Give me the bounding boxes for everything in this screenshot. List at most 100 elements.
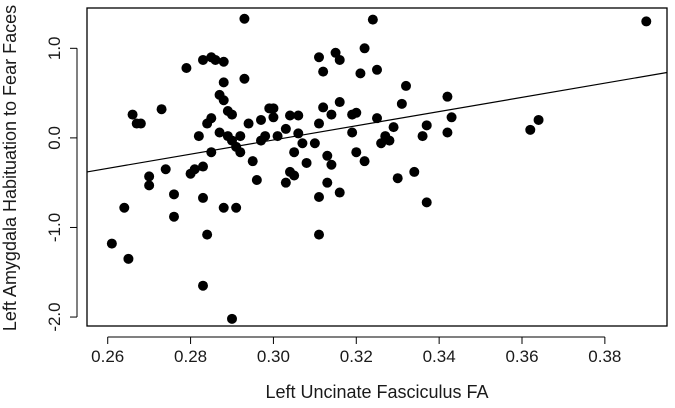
y-tick-label: -1.0: [45, 213, 64, 242]
data-point: [318, 102, 329, 113]
data-point: [218, 202, 229, 213]
data-point: [210, 54, 221, 65]
data-point: [446, 112, 457, 123]
data-point: [247, 156, 258, 167]
data-point: [268, 112, 279, 123]
data-point: [442, 127, 453, 138]
data-point: [198, 280, 208, 291]
x-tick-label: 0.28: [174, 347, 207, 366]
data-point: [372, 64, 382, 75]
data-point: [314, 229, 324, 240]
data-point: [367, 14, 378, 25]
data-point: [127, 109, 138, 120]
data-point: [322, 177, 333, 188]
data-point: [421, 120, 432, 131]
x-tick-label: 0.36: [505, 347, 538, 366]
data-point: [351, 147, 362, 158]
data-point: [289, 170, 300, 181]
data-point: [106, 238, 117, 249]
data-point: [384, 135, 395, 146]
data-point: [198, 161, 208, 172]
data-point: [280, 123, 291, 134]
data-point: [235, 131, 246, 142]
data-point: [198, 192, 208, 203]
data-point: [285, 110, 295, 121]
data-point: [239, 73, 250, 84]
data-point: [206, 113, 217, 124]
data-point: [421, 197, 432, 208]
data-point: [280, 177, 291, 188]
data-point: [334, 187, 345, 198]
data-point: [227, 313, 237, 324]
data-point: [135, 118, 146, 129]
data-point: [301, 157, 312, 168]
data-point: [181, 63, 192, 74]
data-point: [314, 52, 324, 63]
data-point: [169, 189, 179, 200]
data-point: [202, 229, 213, 240]
data-point: [297, 138, 308, 149]
data-point: [409, 166, 420, 177]
data-point: [235, 147, 246, 158]
data-point: [322, 150, 333, 161]
data-point: [641, 16, 652, 27]
data-point: [533, 114, 544, 125]
data-point: [144, 180, 155, 191]
data-point: [193, 131, 204, 142]
x-tick-label: 0.38: [588, 347, 621, 366]
x-tick-label: 0.30: [257, 347, 290, 366]
data-point: [309, 138, 320, 149]
data-point: [314, 118, 324, 129]
y-tick-label: 0.0: [45, 126, 64, 150]
y-axis-title: Left Amygdala Habituation to Fear Faces: [0, 5, 20, 331]
data-point: [396, 98, 407, 109]
data-point: [293, 128, 304, 139]
plot-frame: [86, 7, 668, 327]
data-point: [392, 173, 403, 184]
data-point: [160, 164, 171, 175]
data-point: [334, 54, 345, 65]
data-point: [372, 113, 382, 124]
y-tick-label: 1.0: [45, 36, 64, 60]
data-point: [198, 54, 208, 65]
data-point: [251, 174, 262, 185]
data-point: [293, 110, 304, 121]
data-point: [289, 147, 300, 158]
data-point: [156, 104, 167, 115]
data-point: [123, 253, 134, 264]
data-point: [401, 80, 411, 91]
data-point: [218, 56, 229, 67]
data-point: [334, 97, 345, 108]
data-point: [326, 109, 337, 120]
data-point: [260, 131, 271, 142]
data-point: [351, 107, 362, 118]
data-point: [218, 77, 229, 88]
x-tick-label: 0.26: [91, 347, 124, 366]
x-tick-label: 0.34: [423, 347, 456, 366]
data-point: [326, 159, 337, 170]
data-point: [214, 127, 225, 138]
data-point: [272, 131, 283, 142]
data-point: [318, 66, 329, 77]
y-axis: -2.0 -1.0 0.0 1.0: [45, 36, 78, 332]
data-point: [359, 156, 370, 167]
data-point: [243, 118, 254, 129]
data-point: [355, 68, 366, 79]
data-point: [189, 164, 200, 175]
data-point: [218, 95, 229, 106]
points-layer: [106, 13, 652, 324]
data-point: [525, 124, 536, 135]
data-point: [144, 171, 155, 182]
x-axis-title: Left Uncinate Fasciculus FA: [265, 382, 488, 402]
data-point: [227, 109, 237, 120]
x-tick-label: 0.32: [340, 347, 373, 366]
data-point: [388, 122, 399, 133]
data-point: [359, 43, 370, 54]
data-point: [417, 131, 428, 142]
data-point: [256, 114, 266, 125]
data-point: [314, 192, 324, 203]
data-point: [268, 103, 279, 114]
y-tick-label: -2.0: [45, 302, 64, 331]
data-point: [169, 211, 179, 222]
